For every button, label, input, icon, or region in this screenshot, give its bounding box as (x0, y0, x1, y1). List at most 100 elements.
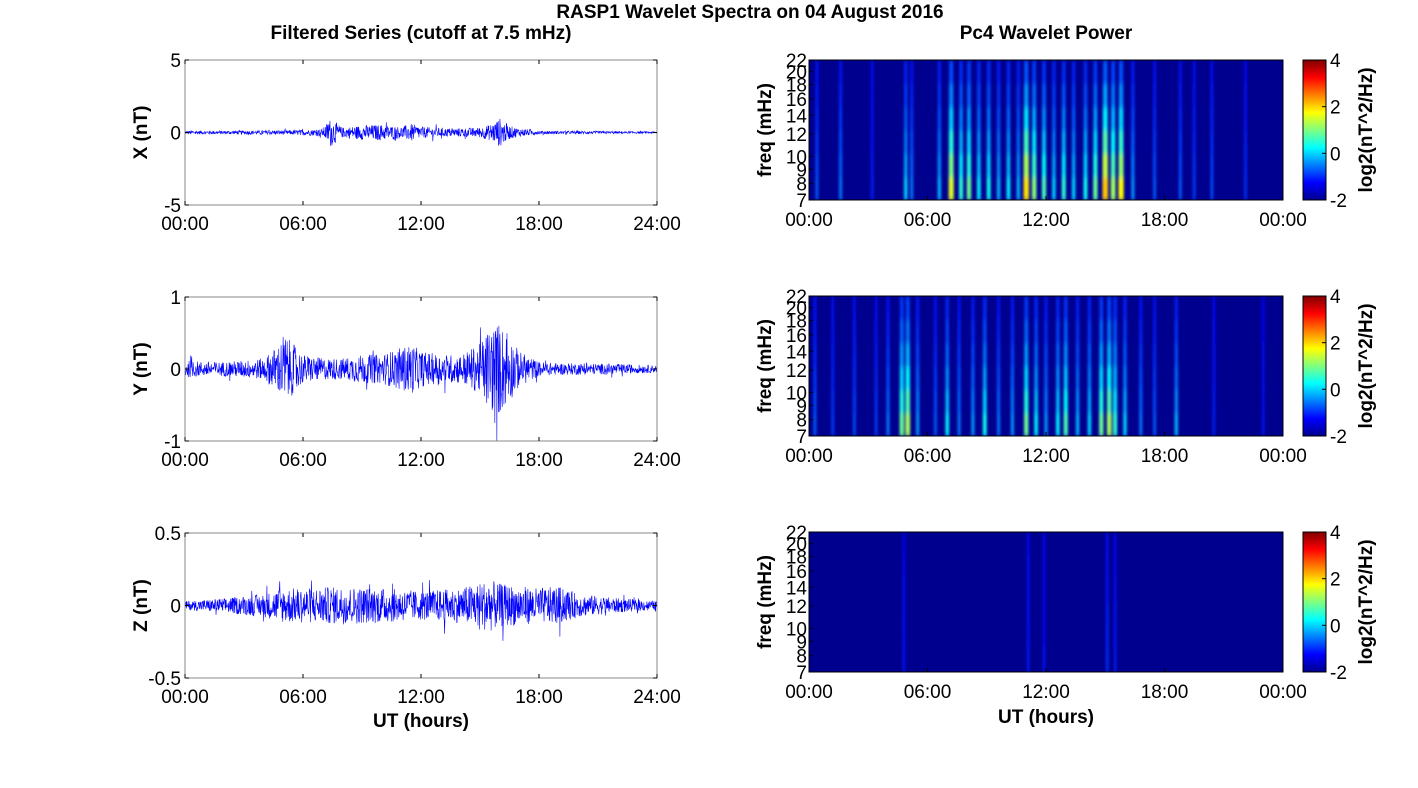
power-streak (1099, 296, 1104, 321)
power-streak (905, 366, 910, 391)
power-streak (871, 169, 874, 200)
power-streak (937, 83, 941, 108)
power-streak (1212, 296, 1216, 321)
power-streak (1031, 176, 1037, 200)
power-streak (916, 312, 920, 344)
power-streak (1123, 342, 1127, 367)
power-streak (815, 155, 819, 200)
power-streak (1099, 366, 1104, 391)
power-streak (905, 389, 911, 414)
power-streak (1006, 176, 1011, 200)
power-streak (967, 106, 971, 131)
power-streak (1031, 153, 1037, 178)
x-tick-label: 00:00 (785, 682, 833, 703)
power-streak (904, 153, 908, 178)
x-tick-label: 06:00 (279, 450, 327, 471)
power-streak (1262, 363, 1265, 391)
y-tick-label: 20 (786, 299, 807, 320)
power-streak (959, 130, 963, 155)
power-streak (904, 83, 908, 108)
x-tick-label: 12:00 (1022, 446, 1070, 467)
y-tick-label: 18 (786, 312, 807, 333)
power-streak (1123, 412, 1127, 436)
power-streak (1153, 136, 1156, 178)
power-streak (1064, 296, 1068, 321)
colorbar-label: log2(nT^2/Hz) (1356, 539, 1377, 664)
power-streak (1210, 159, 1214, 200)
power-streak (1034, 412, 1038, 436)
power-streak (1153, 315, 1156, 344)
power-streak (959, 176, 964, 200)
power-streak (853, 296, 856, 321)
power-streak (959, 153, 963, 178)
power-streak (1244, 144, 1247, 178)
power-streak (966, 153, 972, 178)
power-streak (983, 342, 987, 367)
y-axis-label: freq (mHz) (755, 555, 776, 649)
power-streak (1042, 130, 1046, 155)
y-tick-label: 14 (786, 106, 808, 127)
power-streak (987, 106, 991, 131)
colorbar-tick-label: 0 (1330, 380, 1341, 401)
power-streak (899, 389, 904, 414)
power-streak (1105, 638, 1109, 672)
power-streak (949, 83, 954, 108)
power-streak (1262, 296, 1265, 321)
power-streak (1083, 130, 1088, 155)
y-axis-label: freq (mHz) (755, 83, 776, 177)
power-streak (1052, 130, 1056, 155)
power-streak (902, 622, 905, 650)
power-streak (1006, 60, 1010, 85)
x-tick-label: 00:00 (1259, 682, 1307, 703)
power-streak (1262, 386, 1265, 414)
power-streak (813, 391, 817, 436)
power-streak (1071, 153, 1076, 178)
power-streak (1042, 645, 1046, 672)
power-streak (1123, 319, 1127, 344)
power-streak (910, 60, 914, 85)
power-streak (815, 98, 819, 131)
figure-title: RASP1 Wavelet Spectra on 04 August 2016 (556, 2, 943, 23)
power-streak (1041, 176, 1047, 200)
y-tick-label: 18 (786, 548, 807, 569)
y-tick-label: -1 (164, 432, 181, 453)
power-streak (1087, 296, 1091, 321)
power-streak (1212, 405, 1216, 436)
power-streak (1072, 106, 1076, 131)
power-streak (1123, 366, 1127, 391)
power-streak (1113, 412, 1118, 436)
power-streak (934, 372, 937, 414)
power-streak (1244, 60, 1247, 85)
power-streak (937, 130, 941, 155)
power-streak (1210, 99, 1214, 131)
power-streak (1027, 598, 1030, 627)
power-streak (937, 153, 941, 178)
x-tick-label: 12:00 (1022, 682, 1070, 703)
power-streak (1111, 106, 1116, 131)
power-streak (902, 645, 905, 672)
x-series-panel: -5 0 5 00:00 06:00 12:00 18:00 24:00 X (nT) (131, 51, 681, 235)
right-column-title: Pc4 Wavelet Power (960, 23, 1133, 44)
y-tick-label: 12 (786, 361, 807, 382)
power-streak (839, 95, 842, 131)
power-streak (1123, 389, 1127, 414)
power-streak (934, 391, 937, 436)
power-streak (1153, 334, 1156, 367)
x-tick-label: 00:00 (1259, 210, 1307, 231)
power-streak (1118, 130, 1124, 155)
power-streak (902, 599, 905, 627)
power-streak (1011, 312, 1014, 344)
power-streak (1076, 366, 1080, 391)
power-streak (1262, 409, 1265, 436)
power-streak (902, 532, 905, 557)
x-tick-label: 18:00 (515, 450, 563, 471)
power-streak (1076, 296, 1080, 321)
data-trace (184, 580, 658, 641)
power-streak (1093, 130, 1098, 155)
power-streak (1106, 595, 1109, 627)
y-tick-label: 9 (796, 396, 807, 417)
power-streak (1102, 130, 1108, 155)
power-streak (1061, 176, 1066, 200)
colorbar (1302, 531, 1327, 673)
